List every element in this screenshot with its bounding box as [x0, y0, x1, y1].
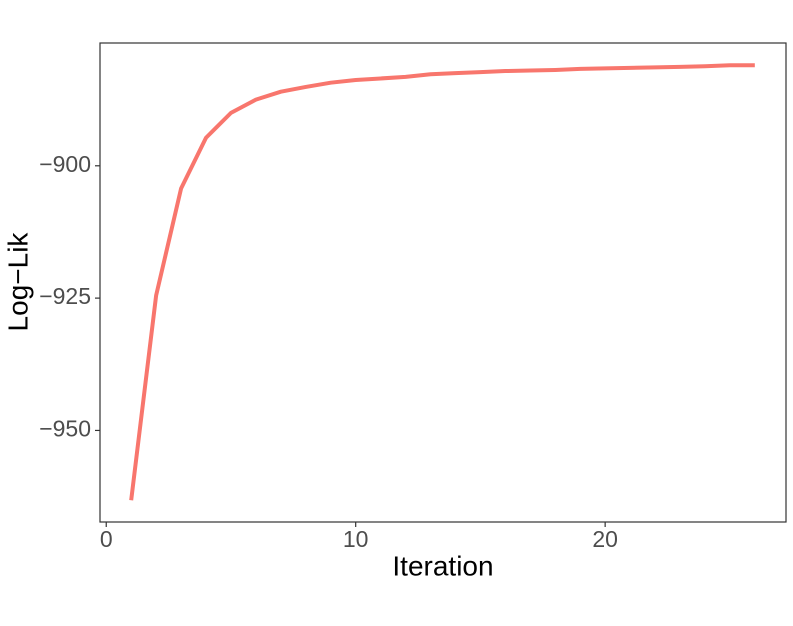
y-axis-title: Log−Lik — [2, 232, 33, 332]
y-tick-label: −950 — [39, 416, 91, 442]
y-tick-label: −925 — [39, 283, 91, 309]
line — [129, 63, 755, 501]
y-tick-label: −900 — [39, 151, 91, 177]
x-axis-title: Iteration — [392, 550, 493, 581]
x-tick-label: 10 — [343, 526, 369, 552]
panel-border — [99, 42, 787, 523]
x-tick-label: 0 — [100, 526, 113, 552]
x-tick-label: 20 — [592, 526, 618, 552]
